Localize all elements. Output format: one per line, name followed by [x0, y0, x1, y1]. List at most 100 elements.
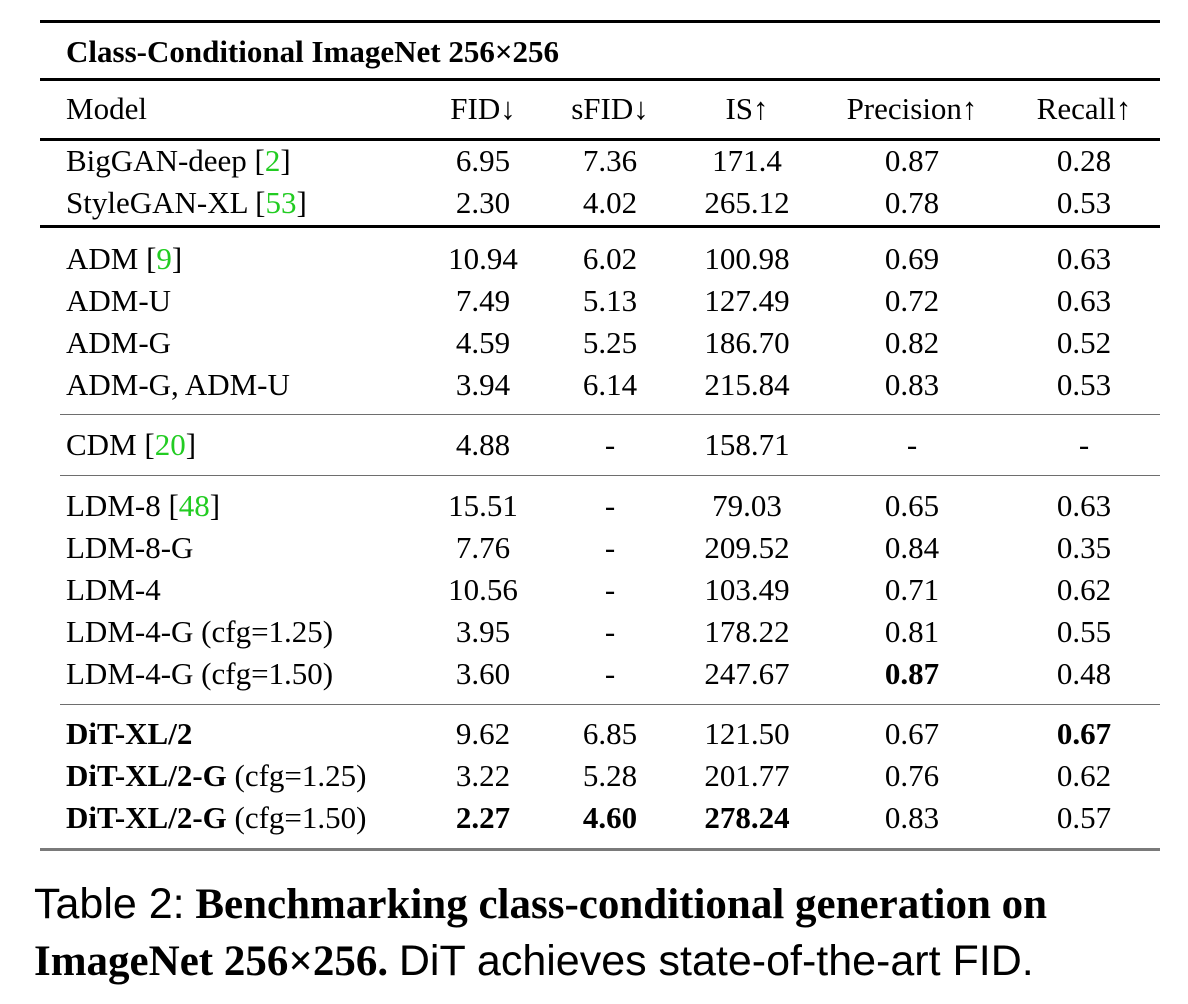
precision-value: 0.87: [884, 143, 940, 178]
fid-value: 4.88: [455, 427, 511, 462]
sfid-value: -: [604, 530, 616, 565]
col-header-precision: Precision↑: [846, 91, 978, 126]
model-name: CDM [20]: [66, 427, 197, 462]
sfid-value: 6.02: [582, 241, 638, 276]
sfid-value: -: [604, 488, 616, 523]
fid-value: 15.51: [448, 488, 518, 523]
citation-link[interactable]: 20: [154, 427, 186, 462]
col-header-is: IS↑: [725, 91, 769, 126]
model-name: DiT-XL/2-G (cfg=1.50): [66, 800, 367, 835]
sfid-value: -: [604, 572, 616, 607]
recall-value: 0.55: [1056, 614, 1112, 649]
table-row: ADM-G, ADM-U 3.94 6.14 215.84 0.83 0.53: [40, 364, 1160, 406]
precision-value: 0.78: [884, 185, 940, 220]
is-value: 278.24: [704, 800, 790, 835]
top-rule: [40, 20, 1160, 23]
table-row: DiT-XL/2 9.62 6.85 121.50 0.67 0.67: [40, 713, 1160, 755]
table-row: LDM-8-G 7.76 - 209.52 0.84 0.35: [40, 527, 1160, 569]
model-name: ADM-U: [66, 283, 172, 318]
header-rule: [40, 138, 1160, 141]
recall-value: 0.35: [1056, 530, 1112, 565]
is-value: 265.12: [704, 185, 790, 220]
model-name: BigGAN-deep [2]: [66, 143, 291, 178]
table-row: BigGAN-deep [2] 6.95 7.36 171.4 0.87 0.28: [40, 140, 1160, 182]
fid-value: 3.22: [455, 758, 511, 793]
col-header-fid: FID↓: [450, 91, 516, 126]
model-name: ADM [9]: [66, 241, 183, 276]
recall-value: 0.28: [1056, 143, 1112, 178]
col-header-model: Model: [66, 91, 147, 126]
fid-value: 2.27: [455, 800, 511, 835]
caption-label: Table 2:: [34, 880, 185, 928]
sfid-value: 5.13: [582, 283, 638, 318]
is-value: 209.52: [704, 530, 790, 565]
model-name: DiT-XL/2: [66, 716, 193, 751]
fid-value: 3.94: [455, 367, 511, 402]
precision-value: 0.87: [884, 656, 940, 691]
model-name: LDM-4-G (cfg=1.50): [66, 656, 334, 691]
sfid-value: 5.28: [582, 758, 638, 793]
recall-value: 0.57: [1056, 800, 1112, 835]
table-row: DiT-XL/2-G (cfg=1.50) 2.27 4.60 278.24 0.83 0…: [40, 797, 1160, 839]
is-value: 186.70: [704, 325, 790, 360]
table-row: LDM-4 10.56 - 103.49 0.71 0.62: [40, 569, 1160, 611]
precision-value: -: [906, 427, 918, 462]
is-value: 171.4: [712, 143, 782, 178]
precision-value: 0.76: [884, 758, 940, 793]
citation-link[interactable]: 2: [264, 143, 281, 178]
recall-value: 0.62: [1056, 758, 1112, 793]
fid-value: 10.56: [448, 572, 518, 607]
gan-group-rule: [40, 225, 1160, 228]
fid-value: 6.95: [455, 143, 511, 178]
recall-value: 0.53: [1056, 367, 1112, 402]
sfid-value: -: [604, 614, 616, 649]
sfid-value: -: [604, 427, 616, 462]
header-row: Model FID↓ sFID↓ IS↑ Precision↑ Recall↑: [40, 88, 1160, 130]
sfid-value: 4.60: [582, 800, 638, 835]
table-caption: Table 2: Benchmarking class-conditional …: [34, 876, 1174, 990]
recall-value: 0.63: [1056, 488, 1112, 523]
sfid-value: 5.25: [582, 325, 638, 360]
model-name: LDM-8-G: [66, 530, 194, 565]
model-name: ADM-G, ADM-U: [66, 367, 290, 402]
precision-value: 0.83: [884, 367, 940, 402]
citation-link[interactable]: 48: [178, 488, 210, 523]
recall-value: -: [1078, 427, 1090, 462]
precision-value: 0.84: [884, 530, 940, 565]
precision-value: 0.65: [884, 488, 940, 523]
recall-value: 0.53: [1056, 185, 1112, 220]
table-title: Class-Conditional ImageNet 256×256: [66, 34, 560, 69]
ldm-group-rule: [60, 704, 1160, 705]
sfid-value: 6.85: [582, 716, 638, 751]
sfid-value: 4.02: [582, 185, 638, 220]
citation-link[interactable]: 53: [265, 185, 297, 220]
recall-value: 0.52: [1056, 325, 1112, 360]
is-value: 103.49: [704, 572, 790, 607]
is-value: 158.71: [704, 427, 790, 462]
recall-value: 0.62: [1056, 572, 1112, 607]
fid-value: 7.76: [455, 530, 511, 565]
model-name: LDM-8 [48]: [66, 488, 221, 523]
bottom-rule: [40, 848, 1160, 851]
is-value: 127.49: [704, 283, 790, 318]
table-row: LDM-4-G (cfg=1.50) 3.60 - 247.67 0.87 0.48: [40, 653, 1160, 695]
precision-value: 0.82: [884, 325, 940, 360]
precision-value: 0.67: [884, 716, 940, 751]
adm-group-rule: [60, 414, 1160, 415]
model-name: LDM-4-G (cfg=1.25): [66, 614, 334, 649]
title-rule: [40, 78, 1160, 81]
col-header-recall: Recall↑: [1036, 91, 1132, 126]
is-value: 121.50: [704, 716, 790, 751]
sfid-value: 7.36: [582, 143, 638, 178]
citation-link[interactable]: 9: [156, 241, 172, 276]
table-row: ADM-U 7.49 5.13 127.49 0.72 0.63: [40, 280, 1160, 322]
table-row: ADM [9] 10.94 6.02 100.98 0.69 0.63: [40, 238, 1160, 280]
recall-value: 0.48: [1056, 656, 1112, 691]
precision-value: 0.71: [884, 572, 940, 607]
is-value: 201.77: [704, 758, 790, 793]
is-value: 79.03: [712, 488, 782, 523]
model-name: StyleGAN-XL [53]: [66, 185, 307, 220]
table-row: LDM-4-G (cfg=1.25) 3.95 - 178.22 0.81 0.55: [40, 611, 1160, 653]
fid-value: 3.95: [455, 614, 511, 649]
recall-value: 0.63: [1056, 283, 1112, 318]
